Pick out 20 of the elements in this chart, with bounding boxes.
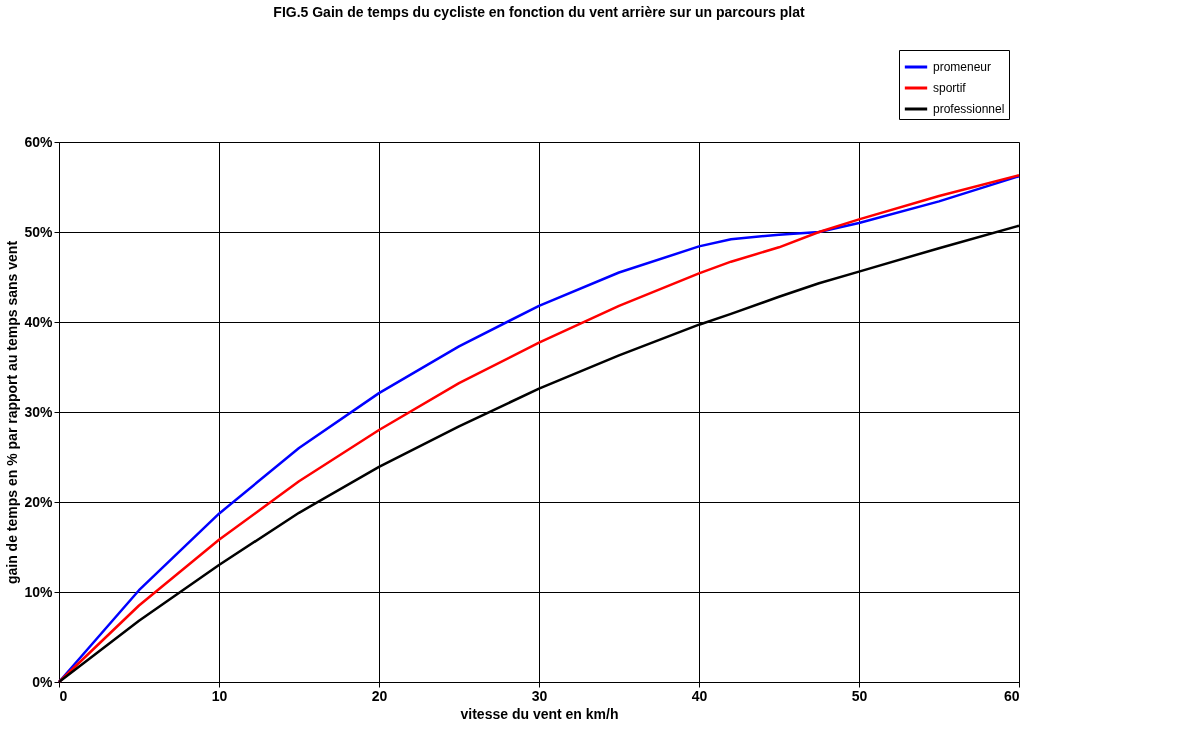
x-tick-label: 0 (59, 687, 68, 704)
x-tick-label: 10 (211, 687, 228, 704)
x-tick-label: 50 (851, 687, 868, 704)
x-tick-label: 60 (1003, 687, 1020, 704)
x-tick-label: 20 (371, 687, 388, 704)
y-tick-label: 30% (24, 403, 54, 420)
y-tick-label: 50% (24, 223, 54, 240)
y-tick-label: 20% (24, 493, 54, 510)
y-tick-label: 10% (24, 583, 54, 600)
y-tick-label: 60% (24, 133, 54, 150)
legend-label: promeneur (933, 60, 992, 74)
x-tick-label: 40 (691, 687, 708, 704)
legend-label: sportif (933, 81, 967, 95)
y-tick-label: 0% (32, 673, 54, 690)
y-axis-title: gain de temps en % par rapport au temps sans vent (4, 240, 21, 585)
x-tick-label: 30 (531, 687, 548, 704)
chart-title: FIG.5 Gain de temps du cycliste en fonction du vent arrière sur un parcours plat (273, 3, 806, 20)
y-tick-label: 40% (24, 313, 54, 330)
x-axis-title: vitesse du vent en km/h (460, 705, 619, 722)
legend-label: professionnel (933, 102, 1005, 116)
